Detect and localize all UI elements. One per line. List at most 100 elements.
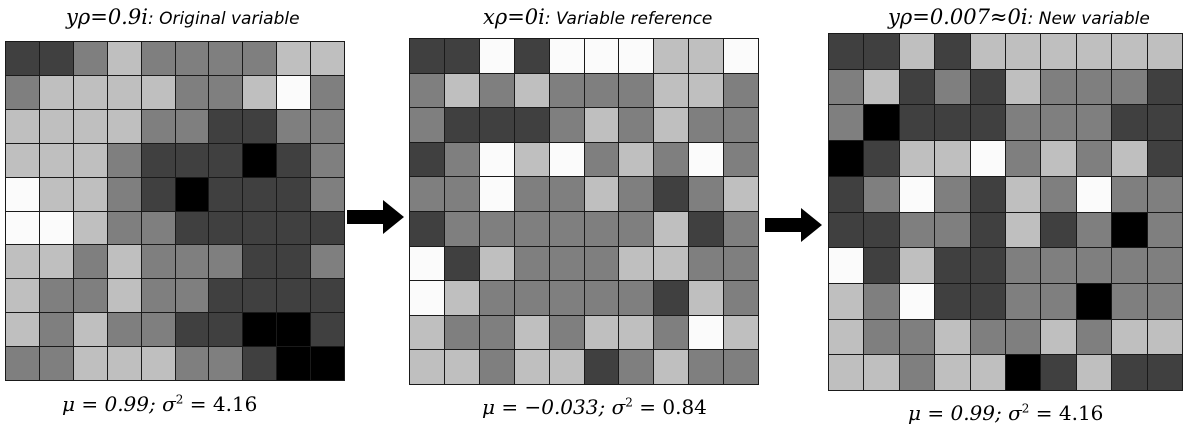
grid-cell	[444, 281, 479, 315]
grid-cell	[1112, 212, 1147, 248]
grid-cell	[141, 347, 175, 380]
grid-cell	[1076, 105, 1112, 141]
grid-cell	[514, 281, 549, 315]
panel-3-stats-value: = 4.16	[1029, 401, 1104, 425]
grid-cell	[107, 279, 141, 313]
grid-cell	[619, 350, 654, 384]
grid-cell	[6, 42, 39, 75]
grid-cell	[724, 108, 758, 142]
grid-cell	[1041, 176, 1076, 212]
grid-cell	[410, 177, 444, 211]
grid-cell	[311, 211, 344, 245]
grid-cell	[654, 315, 689, 350]
grid-cell	[107, 177, 141, 211]
grid-cell	[935, 319, 970, 355]
grid-cell	[243, 42, 277, 75]
grid-cell	[410, 350, 444, 384]
grid-cell	[209, 177, 243, 211]
grid-cell	[1006, 248, 1041, 283]
grid-cell	[1076, 141, 1112, 176]
grid-cell	[619, 281, 654, 315]
grid-cell	[311, 313, 344, 347]
panel-2-stats-sigma: σ	[611, 395, 626, 419]
grid-cell	[209, 75, 243, 109]
grid-cell	[1147, 212, 1182, 248]
grid-cell	[209, 347, 243, 380]
grid-cell	[73, 279, 107, 313]
grid-cell	[514, 246, 549, 281]
grid-cell	[175, 245, 209, 279]
grid-cell	[410, 39, 444, 73]
grid-cell	[584, 281, 619, 315]
panel-1-indices: ρ=0.9i	[78, 5, 148, 29]
grid-cell	[243, 245, 277, 279]
grid-cell	[141, 75, 175, 109]
grid-cell	[277, 177, 311, 211]
grid-cell	[243, 347, 277, 380]
panel-2-subscript: i	[538, 5, 545, 29]
grid-cell	[689, 281, 724, 315]
grid-cell	[107, 109, 141, 143]
panel-1-title: yρ=0.9i: Original variable	[66, 0, 300, 34]
grid-cell	[584, 246, 619, 281]
grid-cell	[209, 279, 243, 313]
grid-cell	[970, 176, 1005, 212]
grid-cell	[479, 315, 514, 350]
panel-1-label: : Original variable	[147, 9, 300, 29]
grid-cell	[619, 177, 654, 211]
panel-2-label: : Variable reference	[544, 9, 713, 29]
grid-cell	[1006, 141, 1041, 176]
grid-cell	[1041, 212, 1076, 248]
grid-cell	[39, 143, 73, 177]
grid-cell	[175, 42, 209, 75]
grid-cell	[899, 34, 935, 69]
grid-cell	[1112, 34, 1147, 69]
grid-cell	[277, 109, 311, 143]
grid-cell	[1041, 105, 1076, 141]
grid-cell	[654, 211, 689, 246]
grid-cell	[689, 350, 724, 384]
grid-cell	[1006, 283, 1041, 319]
grid-cell	[689, 108, 724, 142]
grid-cell	[514, 350, 549, 384]
grid-cell	[107, 313, 141, 347]
grid-cell	[864, 212, 899, 248]
grid-cell	[6, 143, 39, 177]
grid-cell	[107, 42, 141, 75]
grid-cell	[1147, 176, 1182, 212]
grid-cell	[410, 108, 444, 142]
grid-cell	[277, 279, 311, 313]
grid-cell	[243, 177, 277, 211]
grid-cell	[73, 109, 107, 143]
grid-cell	[107, 75, 141, 109]
grid-cell	[209, 245, 243, 279]
grid-cell	[6, 245, 39, 279]
grid-cell	[619, 39, 654, 73]
grid-cell	[829, 34, 864, 69]
grid-cell	[1041, 248, 1076, 283]
grid-cell	[970, 34, 1005, 69]
grid-cell	[311, 75, 344, 109]
grid-cell	[175, 143, 209, 177]
grid-cell	[935, 34, 970, 69]
grid-cell	[479, 73, 514, 108]
grid-cell	[444, 108, 479, 142]
grid-cell	[73, 143, 107, 177]
grid-cell	[6, 109, 39, 143]
grid-cell	[1076, 176, 1112, 212]
grid-cell	[584, 73, 619, 108]
grid-cell	[619, 142, 654, 177]
grid-cell	[1006, 355, 1041, 390]
grid-cell	[724, 350, 758, 384]
grid-cell	[277, 42, 311, 75]
grid-cell	[479, 211, 514, 246]
grid-cell	[243, 75, 277, 109]
grid-cell	[277, 313, 311, 347]
grid-cell	[970, 319, 1005, 355]
grid-cell	[584, 177, 619, 211]
grid-cell	[311, 347, 344, 380]
grid-cell	[1041, 319, 1076, 355]
panel-2-stats: μ = −0.033; σ2 = 0.84	[482, 395, 707, 419]
grid-cell	[39, 211, 73, 245]
grid-cell	[39, 245, 73, 279]
